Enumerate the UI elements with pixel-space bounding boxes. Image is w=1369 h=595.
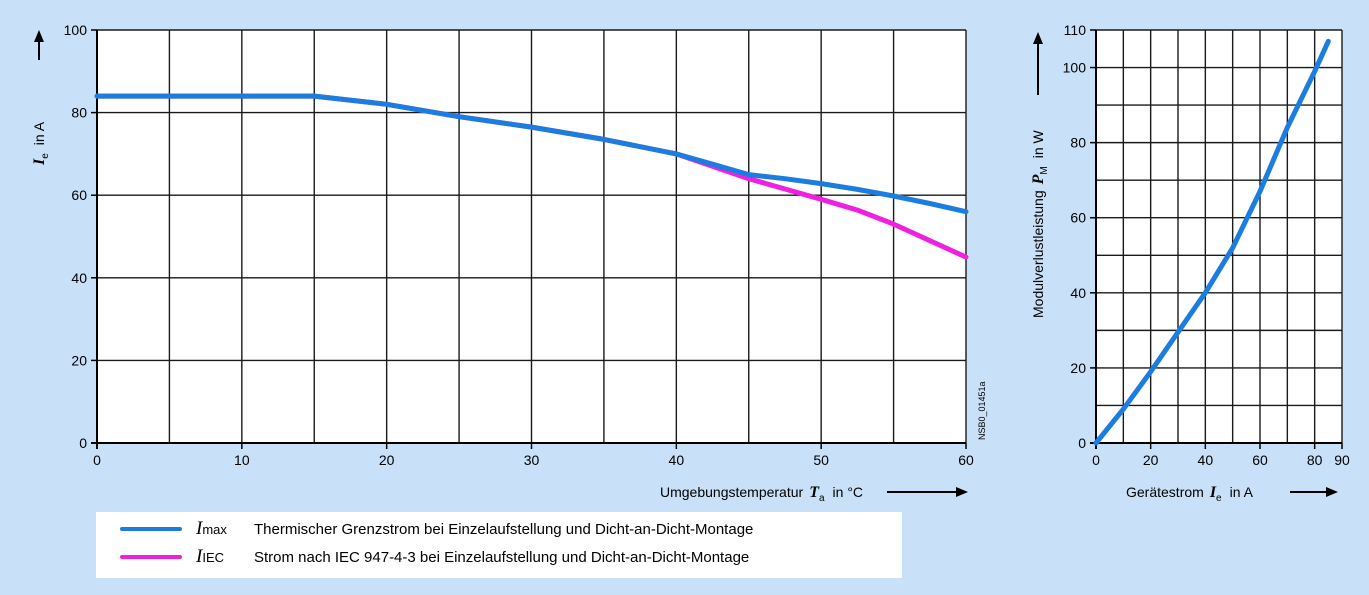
left-ylabel-sub: e [40,153,51,159]
legend-item-iiec: IIEC Strom nach IEC 947-4-3 bei Einzelau… [96,544,902,572]
y-tick-label: 0 [79,435,87,451]
side-code-text: NSB0_01451a [977,381,987,440]
x-tick-label: 60 [1252,452,1268,468]
right-ylabel-sub: M [1039,166,1050,174]
y-tick-label: 110 [1064,22,1087,38]
left-xlabel-unit: in °C [833,484,864,500]
right-x-arrow [1290,487,1338,497]
svg-text:ModulverlustleistungPMin W: Modulverlustleistung PMin W [1030,129,1050,318]
left-xlabel-text: Umgebungstemperatur [660,484,804,500]
x-tick-label: 10 [234,452,250,468]
x-tick-label: 20 [1143,452,1159,468]
x-tick-label: 90 [1334,452,1350,468]
left-x-ticks: 0 10 20 30 40 50 60 [93,443,974,468]
left-series [94,93,969,260]
right-xlabel-unit: in A [1230,484,1254,500]
y-tick-label: 80 [71,105,87,121]
left-xlabel-sub: a [819,493,825,504]
x-tick-label: 50 [813,452,829,468]
x-tick-label: 0 [1092,452,1100,468]
y-tick-label: 80 [1070,135,1086,151]
left-xlabel-symbol: T [809,484,820,501]
left-y-axis-label: Ie in A [31,121,51,166]
power-loss-chart: 0 20 40 60 80 100 110 0 20 40 60 80 90 Modulverlust… [1030,22,1350,504]
legend-symbol-iiec: IIEC [196,546,224,567]
left-ylabel-unit: in A [31,121,47,145]
x-tick-label: 80 [1307,452,1323,468]
y-tick-label: 40 [71,270,87,286]
x-tick-label: 60 [958,452,974,468]
left-x-axis-label: Umgebungstemperatur Ta in °C [660,484,863,504]
right-x-axis-label: Gerätestrom Ie in A [1126,484,1254,504]
legend-text-imax: Thermischer Grenzstrom bei Einzelaufstel… [254,521,754,538]
right-ylabel-symbol: P [1030,174,1047,185]
right-ylabel-text: Modulverlustleistung [1030,190,1046,318]
x-tick-label: 0 [93,452,101,468]
right-y-axis-label: Modulverlustleistung PMin W [1030,129,1050,318]
y-tick-label: 60 [71,187,87,203]
y-tick-label: 100 [1063,60,1087,76]
legend: Imax Thermischer Grenzstrom bei Einzelau… [96,512,902,578]
y-tick-label: 20 [1070,360,1086,376]
right-x-ticks: 0 20 40 60 80 90 [1092,443,1350,468]
legend-item-imax: Imax Thermischer Grenzstrom bei Einzelau… [96,516,902,544]
legend-text-iiec: Strom nach IEC 947-4-3 bei Einzelaufstel… [254,549,750,566]
svg-text:Iein A: Ie in A [31,121,51,166]
x-tick-label: 30 [524,452,540,468]
x-tick-label: 40 [1198,452,1214,468]
y-tick-label: 100 [64,22,88,38]
legend-line-iiec [120,555,182,559]
y-tick-label: 20 [71,352,87,368]
series-line [94,93,969,215]
y-tick-label: 40 [1070,285,1086,301]
x-tick-label: 40 [669,452,685,468]
right-xlabel-sub: e [1216,493,1222,504]
y-tick-label: 0 [1078,435,1086,451]
left-y-ticks: 0 20 40 60 80 100 [64,22,97,451]
left-ylabel-symbol: I [31,158,48,166]
x-tick-label: 20 [379,452,395,468]
side-code: NSB0_01451a [977,381,987,440]
right-y-ticks: 0 20 40 60 80 100 110 [1063,22,1096,451]
right-xlabel-symbol: I [1209,484,1217,501]
right-xlabel-text: Gerätestrom [1126,484,1204,500]
y-tick-label: 60 [1070,210,1086,226]
right-ylabel-unit: in W [1030,129,1046,158]
right-y-arrow [1033,32,1043,95]
left-x-arrow [887,487,968,497]
right-series [1093,38,1331,446]
temperature-derating-chart: 0 20 40 60 80 100 0 10 20 30 40 50 60 Ie in A Umgebu… [31,22,987,504]
series-line [1093,38,1331,446]
left-y-arrow [34,30,44,60]
legend-symbol-imax: Imax [196,518,227,539]
legend-line-imax [120,527,182,531]
